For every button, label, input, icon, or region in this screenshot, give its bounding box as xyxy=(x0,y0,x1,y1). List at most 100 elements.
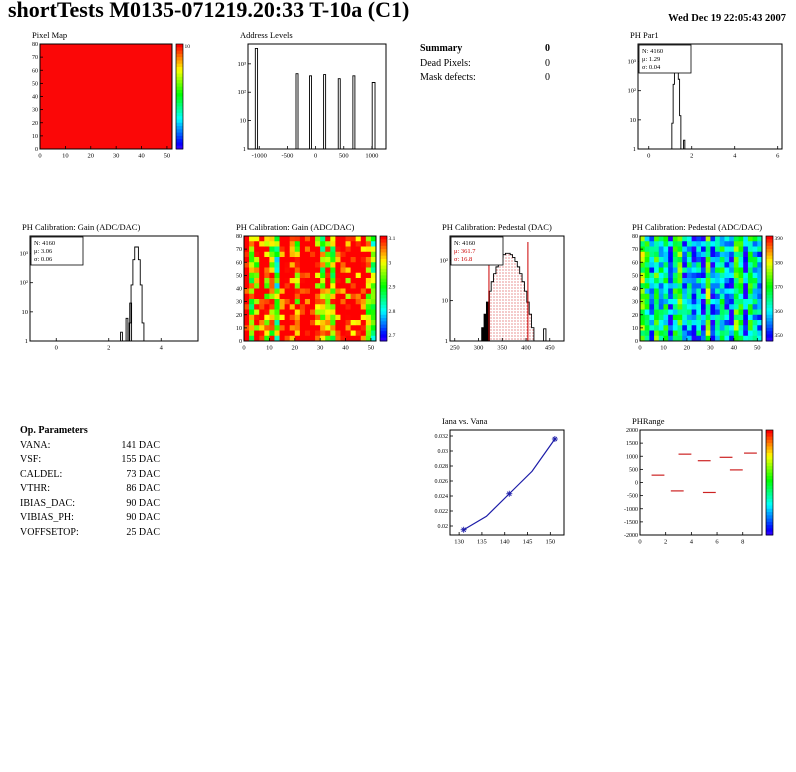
svg-text:30: 30 xyxy=(113,153,120,160)
chart-pedestal-2d: PH Calibration: Pedestal (ADC/DAC) 0 10 20… xyxy=(614,222,792,354)
svg-text:350: 350 xyxy=(775,333,784,339)
svg-text:10: 10 xyxy=(62,153,68,160)
svg-text:3.1: 3.1 xyxy=(389,236,396,242)
svg-text:70: 70 xyxy=(236,247,242,253)
gain-2d-plot: 0 10 20 30 40 50 0 10 20 30 40 50 60 70 80 3.1 3 2.9 2.8 2.… xyxy=(218,233,406,354)
summary-block: Summary 0 Dead Pixels: 0 Mask defects: 0 xyxy=(420,42,550,86)
svg-text:50: 50 xyxy=(368,345,375,352)
svg-text:30: 30 xyxy=(317,345,324,352)
svg-text:4: 4 xyxy=(160,345,164,352)
svg-text:N: 4160: N: 4160 xyxy=(642,48,663,55)
svg-text:1: 1 xyxy=(445,338,448,345)
svg-text:10³: 10³ xyxy=(20,251,29,258)
svg-text:40: 40 xyxy=(731,345,738,352)
svg-text:60: 60 xyxy=(236,260,242,266)
summary-label: Dead Pixels: xyxy=(420,57,471,69)
svg-text:2: 2 xyxy=(107,345,110,352)
op-parameters-block: Op. Parameters VANA: 141 DAC VSF: 155 DA… xyxy=(20,424,160,540)
svg-text:-500: -500 xyxy=(281,153,293,160)
chart-title-address-levels: Address Levels xyxy=(240,30,293,40)
svg-text:2.8: 2.8 xyxy=(389,309,396,315)
svg-text:400: 400 xyxy=(521,345,531,352)
op-param-label: VSF: xyxy=(20,454,42,465)
timestamp: Wed Dec 19 22:05:43 2007 xyxy=(668,13,786,24)
summary-header-row: Summary 0 xyxy=(420,42,550,57)
svg-text:0: 0 xyxy=(638,539,641,546)
op-param-row-caldel: CALDEL: 73 DAC xyxy=(20,468,160,483)
svg-text:50: 50 xyxy=(236,273,242,279)
svg-text:450: 450 xyxy=(545,345,555,352)
svg-text:4: 4 xyxy=(690,539,694,546)
op-param-value: 86 DAC xyxy=(126,483,160,494)
svg-text:-1000: -1000 xyxy=(624,507,638,513)
svg-text:10²: 10² xyxy=(440,257,449,264)
svg-text:10³: 10³ xyxy=(628,59,637,66)
op-param-row-vibias-ph: VIBIAS_PH: 90 DAC xyxy=(20,511,160,526)
svg-text:30: 30 xyxy=(236,300,242,306)
chart-pixel-map: Pixel Map 0 10 20 30 40 50 0 10 20 30 40 50 60 70 80 10 xyxy=(14,30,202,162)
svg-text:500: 500 xyxy=(339,153,349,160)
svg-text:10²: 10² xyxy=(238,89,247,96)
op-param-row-vthr: VTHR: 86 DAC xyxy=(20,482,160,497)
svg-text:μ: 3.06: μ: 3.06 xyxy=(34,248,53,255)
chart-title-ph-par1: PH Par1 xyxy=(630,30,659,40)
address-levels-plot: -1000 -500 0 500 1000 1 10 10² 10³ xyxy=(222,41,394,162)
svg-text:σ: 16.8: σ: 16.8 xyxy=(454,256,472,263)
svg-text:2: 2 xyxy=(664,539,667,546)
pedestal-1d-plot: 250 300 350 400 450 1 10 10² N: 4160 μ: 361.7 σ: 1… xyxy=(424,233,572,354)
svg-text:80: 80 xyxy=(236,234,242,240)
svg-text:2.9: 2.9 xyxy=(389,285,396,291)
summary-label: Mask defects: xyxy=(420,72,476,83)
chart-gain-2d: PH Calibration: Gain (ADC/DAC) 0 10 20 30 40… xyxy=(218,222,406,354)
svg-text:1000: 1000 xyxy=(365,153,378,160)
svg-text:1: 1 xyxy=(633,146,636,153)
svg-text:2000: 2000 xyxy=(626,428,638,434)
svg-text:360: 360 xyxy=(775,309,784,315)
chart-title-pedestal-1d: PH Calibration: Pedestal (DAC) xyxy=(442,222,552,232)
svg-text:6: 6 xyxy=(715,539,719,546)
summary-row-dead-pixels: Dead Pixels: 0 xyxy=(420,57,550,72)
svg-text:0.03: 0.03 xyxy=(438,449,449,455)
gain-1d-plot: 0 2 4 1 10 10² 10³ N: 4160 μ: 3.06 σ: 0.06 xyxy=(4,233,206,354)
svg-text:10: 10 xyxy=(660,345,667,352)
svg-text:500: 500 xyxy=(629,467,638,473)
svg-text:N: 4160: N: 4160 xyxy=(34,240,55,247)
op-param-value: 90 DAC xyxy=(126,497,160,509)
svg-text:-1500: -1500 xyxy=(624,520,638,526)
svg-text:40: 40 xyxy=(32,95,38,101)
svg-text:σ: 0.06: σ: 0.06 xyxy=(34,256,53,263)
svg-text:0.032: 0.032 xyxy=(435,434,449,440)
svg-text:0: 0 xyxy=(38,153,41,160)
op-param-row-vana: VANA: 141 DAC xyxy=(20,439,160,454)
svg-text:140: 140 xyxy=(500,539,510,546)
chart-title-gain-2d: PH Calibration: Gain (ADC/DAC) xyxy=(236,222,355,232)
svg-text:350: 350 xyxy=(497,345,507,352)
svg-text:10²: 10² xyxy=(628,88,637,95)
op-param-value: 25 DAC xyxy=(126,526,160,538)
summary-value: 0 xyxy=(545,72,550,83)
svg-text:20: 20 xyxy=(632,313,638,319)
svg-text:60: 60 xyxy=(32,68,38,74)
pedestal-2d-plot: 0 10 20 30 40 50 0 10 20 30 40 50 60 70 80 390 380 370 360… xyxy=(614,233,792,354)
svg-text:20: 20 xyxy=(88,153,95,160)
svg-text:2.7: 2.7 xyxy=(389,333,396,339)
svg-text:0: 0 xyxy=(55,345,58,352)
svg-text:40: 40 xyxy=(236,287,242,293)
chart-ph-par1: PH Par1 0 2 4 6 1 10 10² 10³ N: 4160 μ: 1.29 σ: 0.… xyxy=(612,30,790,162)
svg-text:μ: 361.7: μ: 361.7 xyxy=(454,248,476,255)
svg-text:20: 20 xyxy=(292,345,299,352)
svg-text:σ: 0.04: σ: 0.04 xyxy=(642,64,661,71)
svg-text:0: 0 xyxy=(239,339,242,345)
svg-text:250: 250 xyxy=(450,345,460,352)
svg-text:40: 40 xyxy=(138,153,145,160)
svg-text:370: 370 xyxy=(775,285,784,291)
op-param-label: VOFFSETOP: xyxy=(20,526,79,538)
svg-text:0: 0 xyxy=(35,147,38,153)
svg-text:70: 70 xyxy=(32,55,38,61)
svg-text:10: 10 xyxy=(32,134,38,140)
iana-vs-vana-plot: 130 135 140 145 150 0.02 0.022 0.024 0.026 0.028 0… xyxy=(424,427,572,548)
svg-text:1000: 1000 xyxy=(626,454,638,460)
chart-title-pixel-map: Pixel Map xyxy=(32,30,68,40)
svg-text:0.022: 0.022 xyxy=(435,509,449,515)
